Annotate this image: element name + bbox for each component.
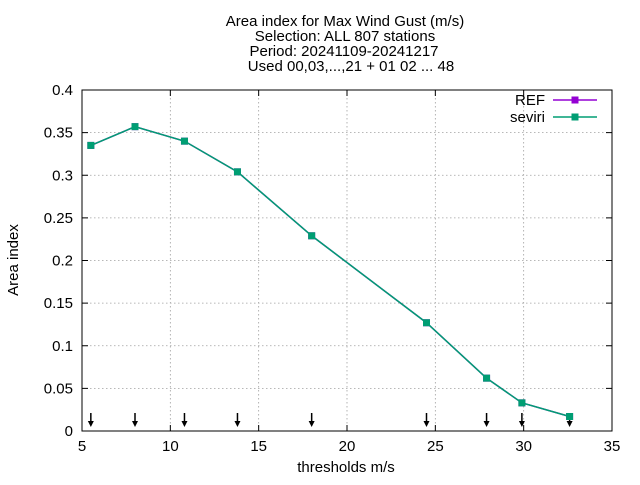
- data-point: [566, 413, 574, 421]
- y-tick-label: 0: [65, 423, 73, 440]
- series-line: [90, 125, 570, 418]
- title-line: Period: 20241109-20241217: [249, 43, 438, 60]
- x-tick-label: 30: [515, 438, 532, 455]
- series-line: [90, 125, 570, 418]
- threshold-arrow: [423, 413, 430, 427]
- legend-marker: [571, 96, 579, 104]
- data-point: [87, 141, 95, 149]
- x-tick-label: 25: [427, 438, 444, 455]
- data-point: [308, 232, 316, 240]
- threshold-arrow: [234, 413, 241, 427]
- x-tick-label: 20: [339, 438, 356, 455]
- threshold-arrows: [87, 413, 573, 427]
- series-REF: [87, 123, 574, 421]
- data-point: [180, 137, 188, 145]
- y-tick-labels: 0 0.05 0.1 0.15 0.2 0.25 0.3 0.35 0.4: [44, 82, 73, 440]
- y-tick-label: 0.3: [52, 167, 73, 184]
- title-line: Area index for Max Wind Gust (m/s): [226, 13, 464, 30]
- series-seviri: [87, 123, 574, 421]
- threshold-arrow: [518, 413, 525, 427]
- data-point: [518, 399, 526, 407]
- legend-item: REF: [515, 92, 597, 109]
- grid-lines: [82, 90, 612, 431]
- x-tick-labels: 5 10 15 20 25 30 35: [78, 438, 621, 455]
- y-tick-label: 0.35: [44, 125, 73, 142]
- legend-label: REF: [515, 92, 545, 109]
- threshold-arrow: [483, 413, 490, 427]
- data-point: [423, 319, 430, 327]
- y-tick-label: 0.25: [44, 210, 73, 227]
- x-axis-label: thresholds m/s: [297, 459, 395, 476]
- data-series: [87, 123, 574, 421]
- legend-item: seviri: [510, 109, 597, 126]
- y-axis-label: Area index: [5, 224, 22, 296]
- legend-marker: [571, 113, 579, 121]
- chart-title: Area index for Max Wind Gust (m/s)Select…: [226, 13, 464, 75]
- threshold-arrow: [87, 413, 94, 427]
- y-tick-label: 0.05: [44, 380, 73, 397]
- title-line: Used 00,03,...,21 + 01 02 ... 48: [248, 58, 454, 75]
- data-point: [233, 168, 241, 176]
- legend-label: seviri: [510, 109, 545, 126]
- y-tick-label: 0.2: [52, 253, 73, 270]
- y-tick-label: 0.4: [52, 82, 73, 99]
- axis-ticks: [81, 89, 613, 432]
- x-tick-label: 35: [604, 438, 621, 455]
- data-point: [131, 123, 139, 131]
- threshold-arrow: [132, 413, 138, 427]
- y-tick-label: 0.15: [44, 295, 73, 312]
- x-tick-label: 15: [250, 438, 267, 455]
- x-tick-label: 5: [78, 438, 86, 455]
- x-tick-label: 10: [162, 438, 179, 455]
- title-line: Selection: ALL 807 stations: [255, 28, 435, 45]
- data-point: [483, 374, 491, 382]
- threshold-arrow: [308, 413, 315, 427]
- y-tick-label: 0.1: [52, 338, 73, 355]
- threshold-arrow: [181, 413, 188, 427]
